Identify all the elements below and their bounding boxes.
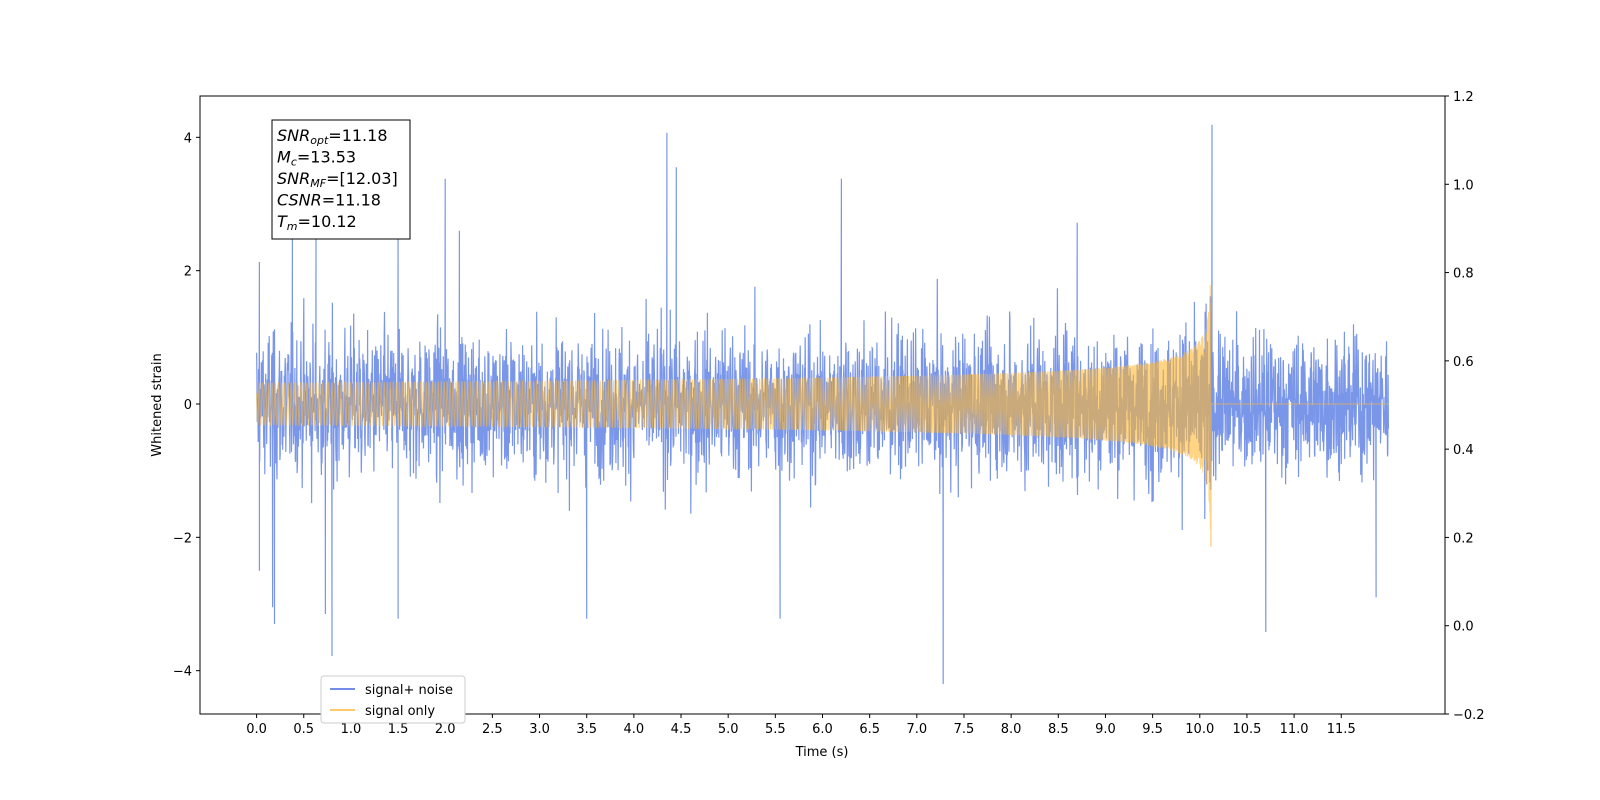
x-tick-label: 9.5 <box>1142 722 1163 737</box>
x-tick-label: 1.5 <box>388 722 409 737</box>
annotation-line: CSNR=11.18 <box>277 191 381 210</box>
annotation-line: SNRopt=11.18 <box>277 126 388 147</box>
y2-axis-ticks: 1.2 1.0 0.8 0.6 0.4 0.2 0.0 −0.2 <box>1445 90 1485 723</box>
y2-tick-label: 0.8 <box>1453 267 1474 282</box>
x-tick-label: 4.0 <box>624 722 645 737</box>
x-tick-label: 8.0 <box>1001 722 1022 737</box>
y2-tick-label: 1.0 <box>1453 178 1474 193</box>
x-tick-label: 0.0 <box>246 722 267 737</box>
x-tick-label: 6.0 <box>812 722 833 737</box>
x-tick-label: 9.0 <box>1095 722 1116 737</box>
y-tick-label: −2 <box>173 531 192 546</box>
y-tick-label: −4 <box>173 665 192 680</box>
x-tick-label: 0.5 <box>293 722 314 737</box>
y2-tick-label: 1.2 <box>1453 90 1474 105</box>
x-tick-label: 8.5 <box>1048 722 1069 737</box>
x-tick-label: 11.5 <box>1327 722 1356 737</box>
y2-tick-label: 0.0 <box>1453 620 1474 635</box>
series-layer <box>256 124 1389 685</box>
y-axis-label: Whitened strain <box>150 353 165 456</box>
annotation-line: Mc=13.53 <box>277 148 356 169</box>
y-tick-label: 2 <box>184 265 192 280</box>
x-tick-label: 6.5 <box>859 722 880 737</box>
legend: signal+ noise signal only <box>320 675 466 724</box>
x-tick-label: 3.5 <box>576 722 597 737</box>
legend-label-signal-noise: signal+ noise <box>365 683 453 698</box>
annotation-line: SNRMF=[12.03] <box>277 169 398 190</box>
y-axis-ticks: 4 2 0 −2 −4 <box>173 131 200 680</box>
y2-tick-label: 0.2 <box>1453 531 1474 546</box>
x-tick-label: 2.0 <box>435 722 456 737</box>
x-axis-ticks: 0.0 0.5 1.0 1.5 2.0 2.5 3.0 3.5 4.0 4.5 5.0 5.5 6.0 6… <box>246 714 1356 737</box>
y2-tick-label: −0.2 <box>1453 708 1485 723</box>
x-tick-label: 7.5 <box>954 722 975 737</box>
annotation-box: SNRopt=11.18Mc=13.53SNRMF=[12.03]CSNR=11… <box>271 119 411 240</box>
y-tick-label: 0 <box>184 398 192 413</box>
x-tick-label: 7.0 <box>906 722 927 737</box>
x-tick-label: 3.0 <box>529 722 550 737</box>
x-axis-label: Time (s) <box>795 745 849 760</box>
y2-tick-label: 0.4 <box>1453 443 1474 458</box>
y2-tick-label: 0.6 <box>1453 355 1474 370</box>
x-tick-label: 5.0 <box>718 722 739 737</box>
x-tick-label: 2.5 <box>482 722 503 737</box>
annotation-line: Tm=10.12 <box>277 212 357 233</box>
series-signal-only <box>256 285 1389 547</box>
x-tick-label: 10.5 <box>1232 722 1261 737</box>
x-tick-label: 4.5 <box>671 722 692 737</box>
y-tick-label: 4 <box>184 131 192 146</box>
x-tick-label: 10.0 <box>1185 722 1214 737</box>
x-tick-label: 11.0 <box>1280 722 1309 737</box>
x-tick-label: 1.0 <box>341 722 362 737</box>
legend-label-signal-only: signal only <box>365 704 435 719</box>
x-tick-label: 5.5 <box>765 722 786 737</box>
